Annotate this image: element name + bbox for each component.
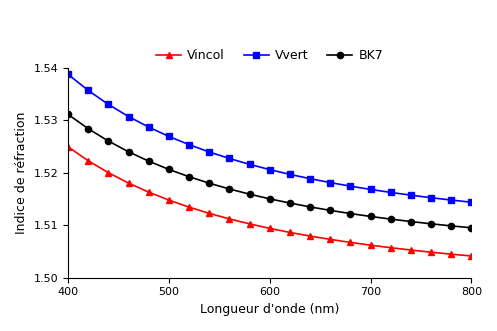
BK7	[186, 175, 192, 179]
Vincol	[105, 171, 111, 175]
BK7	[227, 187, 233, 191]
BK7	[327, 209, 333, 213]
Vvert	[388, 190, 394, 194]
BK7	[85, 127, 91, 131]
Vvert	[186, 143, 192, 147]
Vvert	[85, 88, 91, 92]
Line: Vincol: Vincol	[65, 144, 475, 259]
Vvert	[146, 125, 152, 129]
BK7	[267, 197, 273, 201]
Vvert	[166, 134, 172, 138]
Vvert	[368, 187, 374, 191]
BK7	[307, 205, 313, 209]
Vincol	[247, 222, 252, 226]
Vincol	[65, 145, 71, 149]
Vvert	[287, 172, 293, 176]
BK7	[368, 214, 374, 218]
Vvert	[428, 196, 434, 200]
Vvert	[267, 167, 273, 171]
Vvert	[469, 200, 475, 204]
BK7	[126, 150, 132, 154]
Vvert	[227, 157, 233, 161]
Vincol	[126, 181, 132, 185]
Vvert	[65, 72, 71, 76]
Vincol	[206, 212, 212, 215]
Vincol	[408, 248, 414, 252]
BK7	[105, 139, 111, 143]
BK7	[206, 181, 212, 185]
Vincol	[186, 205, 192, 209]
Legend: Vincol, Vvert, BK7: Vincol, Vvert, BK7	[151, 44, 389, 68]
X-axis label: Longueur d'onde (nm): Longueur d'onde (nm)	[200, 303, 339, 316]
Vincol	[146, 190, 152, 194]
BK7	[247, 192, 252, 196]
Vvert	[307, 177, 313, 181]
Vvert	[408, 193, 414, 197]
BK7	[408, 219, 414, 223]
Vvert	[206, 150, 212, 154]
BK7	[428, 222, 434, 226]
Vvert	[327, 181, 333, 185]
BK7	[287, 201, 293, 205]
Vincol	[428, 250, 434, 254]
Vincol	[327, 237, 333, 241]
BK7	[469, 226, 475, 230]
Vincol	[368, 243, 374, 247]
Vvert	[105, 102, 111, 106]
Vincol	[227, 217, 233, 221]
Vvert	[126, 115, 132, 118]
Vincol	[388, 246, 394, 250]
Vincol	[287, 230, 293, 234]
Vincol	[166, 198, 172, 202]
Vvert	[347, 184, 353, 188]
BK7	[166, 167, 172, 171]
Line: BK7: BK7	[65, 111, 475, 231]
Vincol	[267, 226, 273, 230]
Y-axis label: Indice de réfraction: Indice de réfraction	[15, 112, 28, 234]
Vincol	[469, 254, 475, 258]
BK7	[448, 224, 454, 228]
BK7	[65, 113, 71, 117]
BK7	[347, 212, 353, 215]
Vincol	[307, 234, 313, 238]
Line: Vvert: Vvert	[65, 71, 475, 205]
Vincol	[347, 240, 353, 244]
BK7	[146, 159, 152, 163]
Vvert	[448, 198, 454, 202]
Vincol	[448, 252, 454, 256]
Vvert	[247, 162, 252, 166]
Vincol	[85, 159, 91, 163]
BK7	[388, 217, 394, 221]
